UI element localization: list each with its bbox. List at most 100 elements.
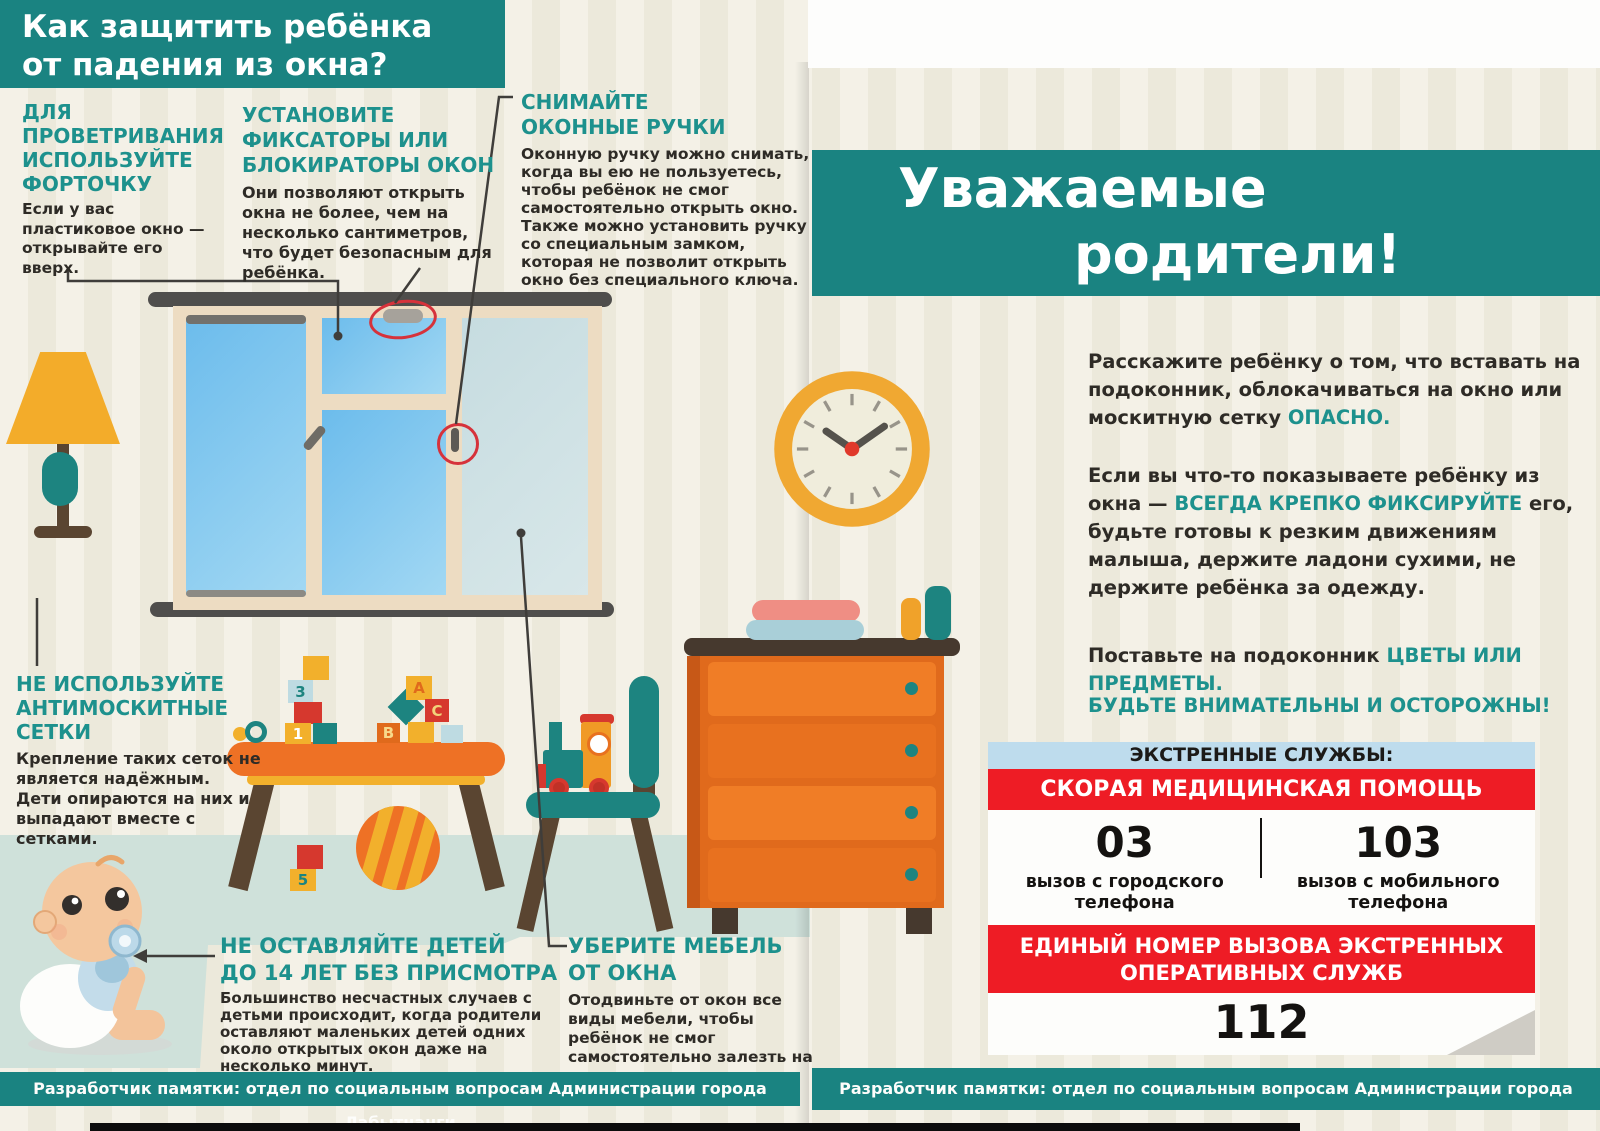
page-margin-top xyxy=(808,0,1600,68)
tip-heading: УБЕРИТЕ МЕБЕЛЬ ОТ ОКНА xyxy=(568,934,783,985)
toy-rattle-ring xyxy=(245,721,267,743)
dresser-drawer xyxy=(708,786,936,840)
drawer-knob xyxy=(905,682,918,695)
sash-rail-bottom xyxy=(186,590,306,597)
highlighted-text: ВСЕГДА КРЕПКО ФИКСИРУЙТЕ xyxy=(1174,492,1523,515)
curtain-rod-top xyxy=(148,292,612,307)
window-pane-left xyxy=(186,318,306,595)
phone-label: вызов с городского телефона xyxy=(1025,872,1224,913)
emergency-services-panel: ЭКСТРЕННЫЕ СЛУЖБЫ: СКОРАЯ МЕДИЦИНСКАЯ ПО… xyxy=(988,742,1535,1055)
tip-fixators: УСТАНОВИТЕ ФИКСАТОРЫ ИЛИ БЛОКИРАТОРЫ ОКО… xyxy=(242,103,494,283)
tip-body: Отодвиньте от окон все виды мебели, чтоб… xyxy=(568,991,813,1085)
page-title-line: от падения из окна? xyxy=(22,47,388,83)
advice-paragraph: Поставьте на подоконник ЦВЕТЫ ИЛИ ПРЕДМЕ… xyxy=(1088,644,1522,695)
window-lock-icon xyxy=(383,309,423,323)
banner-line: Уважаемые xyxy=(898,157,1267,220)
highlighted-text: БУДЬТЕ ВНИМАТЕЛЬНЫ И ОСТОРОЖНЫ! xyxy=(1088,694,1551,717)
page-title: Как защитить ребёнка от падения из окна? xyxy=(0,0,505,88)
phone-numbers-row: 03 вызов с городского телефона 103 вызов… xyxy=(988,810,1535,925)
dresser-drawer xyxy=(708,724,936,778)
footer-left: Разработчик памятки: отдел по социальным… xyxy=(0,1072,800,1131)
drawer-knob xyxy=(905,744,918,757)
lamp-body xyxy=(42,452,78,506)
dresser-drawer xyxy=(708,662,936,716)
toy-train-bumper xyxy=(538,764,546,788)
divider xyxy=(1260,818,1262,878)
tip-nets: НЕ ИСПОЛЬЗУЙТЕ АНТИМОСКИТНЫЕ СЕТКИ Крепл… xyxy=(16,672,261,849)
advice-paragraph: Расскажите ребёнку о том, что вставать н… xyxy=(1088,350,1581,429)
toy-rattle-handle xyxy=(233,727,247,741)
advice-paragraph: Если вы что-то показываете ребёнку из ок… xyxy=(1088,464,1574,599)
tip-supervision: НЕ ОСТАВЛЯЙТЕ ДЕТЕЙ ДО 14 ЛЕТ БЕЗ ПРИСМО… xyxy=(220,933,557,1075)
drawer-knob xyxy=(905,868,918,881)
toy-block xyxy=(297,845,323,869)
chair-back xyxy=(629,676,659,788)
phone-number: 103 xyxy=(1354,818,1443,867)
toy-block xyxy=(313,723,337,744)
table-top xyxy=(227,742,505,776)
tip-body: Большинство несчастных случаев с детьми … xyxy=(220,989,542,1075)
toy-block: 1 xyxy=(285,723,311,744)
highlight-circle-handle xyxy=(437,423,479,465)
city-phone: 03 вызов с городского телефона xyxy=(988,810,1262,925)
chair-seat xyxy=(526,792,660,818)
highlighted-text: ОПАСНО. xyxy=(1287,406,1391,429)
toy-block: A xyxy=(406,676,432,700)
tip-body: Если у вас пластиковое окно — открывайте… xyxy=(22,200,205,277)
window-pane-fortochka xyxy=(322,318,446,394)
towel-blue xyxy=(746,620,864,640)
baby-illustration xyxy=(20,855,172,1055)
tip-heading: СНИМАЙТЕ ОКОННЫЕ РУЧКИ xyxy=(521,90,726,139)
towel-pink xyxy=(752,600,860,622)
toy-block xyxy=(303,656,329,680)
banner-line: родители! xyxy=(1074,223,1402,286)
toy-block: 5 xyxy=(290,869,316,891)
dresser-foot xyxy=(906,908,932,934)
dresser-top xyxy=(684,638,960,656)
table-rim xyxy=(247,774,485,785)
parents-banner: Уважаемые родители! xyxy=(812,150,1600,296)
toy-block xyxy=(408,722,434,743)
toy-block: B xyxy=(377,723,400,743)
lamp-base xyxy=(34,526,92,538)
toy-block: C xyxy=(425,699,449,722)
tip-fortochka: ДЛЯ ПРОВЕТРИВАНИЯ ИСПОЛЬЗУЙТЕ ФОРТОЧКУ Е… xyxy=(22,100,224,278)
tip-body: Крепление таких сеток не является надёжн… xyxy=(16,749,261,848)
sash-rail-top xyxy=(186,315,306,324)
toy-train-window xyxy=(587,732,611,756)
window-pane-right xyxy=(462,318,588,595)
wall-clock xyxy=(774,371,930,527)
toy-block xyxy=(294,702,322,724)
scan-edge xyxy=(90,1123,1300,1131)
toy-ball xyxy=(356,806,440,890)
toy-train-chimney xyxy=(549,722,562,750)
ambulance-title: СКОРАЯ МЕДИЦИНСКАЯ ПОМОЩЬ xyxy=(988,769,1535,810)
mobile-phone: 103 вызов с мобильного телефона xyxy=(1262,810,1536,925)
advice-paragraph: БУДЬТЕ ВНИМАТЕЛЬНЫ И ОСТОРОЖНЫ! xyxy=(1088,692,1600,720)
tip-body: Они позволяют открыть окна не более, чем… xyxy=(242,183,492,282)
unified-number-title: ЕДИНЫЙ НОМЕР ВЫЗОВА ЭКСТРЕННЫХ ОПЕРАТИВН… xyxy=(988,925,1535,993)
phone-label: вызов с мобильного телефона xyxy=(1296,872,1500,913)
tip-body: Оконную ручку можно снимать, когда вы ею… xyxy=(521,145,810,289)
emergency-header: ЭКСТРЕННЫЕ СЛУЖБЫ: xyxy=(988,742,1535,769)
page-title-line: Как защитить ребёнка xyxy=(22,9,433,45)
phone-number: 03 xyxy=(1095,818,1154,867)
tip-heading: НЕ ОСТАВЛЯЙТЕ ДЕТЕЙ ДО 14 ЛЕТ БЕЗ ПРИСМО… xyxy=(220,934,558,985)
tip-heading: ДЛЯ ПРОВЕТРИВАНИЯ ИСПОЛЬЗУЙТЕ ФОРТОЧКУ xyxy=(22,100,224,196)
footer-right: Разработчик памятки: отдел по социальным… xyxy=(812,1068,1600,1131)
dresser-drawer xyxy=(708,848,936,902)
highlighted-text: ЦВЕТЫ ИЛИ ПРЕДМЕТЫ. xyxy=(1088,644,1522,695)
toy-block xyxy=(441,725,463,743)
bottle-orange xyxy=(901,598,921,640)
tip-heading: УСТАНОВИТЕ ФИКСАТОРЫ ИЛИ БЛОКИРАТОРЫ ОКО… xyxy=(242,103,495,177)
drawer-knob xyxy=(905,806,918,819)
tip-handles: СНИМАЙТЕ ОКОННЫЕ РУЧКИ Оконную ручку мож… xyxy=(521,90,821,289)
dresser-side xyxy=(687,656,700,908)
tip-heading: НЕ ИСПОЛЬЗУЙТЕ АНТИМОСКИТНЫЕ СЕТКИ xyxy=(16,672,229,744)
toy-block: 3 xyxy=(288,680,313,703)
window-pane-middle xyxy=(322,410,446,595)
toy-train-roof xyxy=(580,714,614,724)
bottle-teal xyxy=(925,586,951,640)
